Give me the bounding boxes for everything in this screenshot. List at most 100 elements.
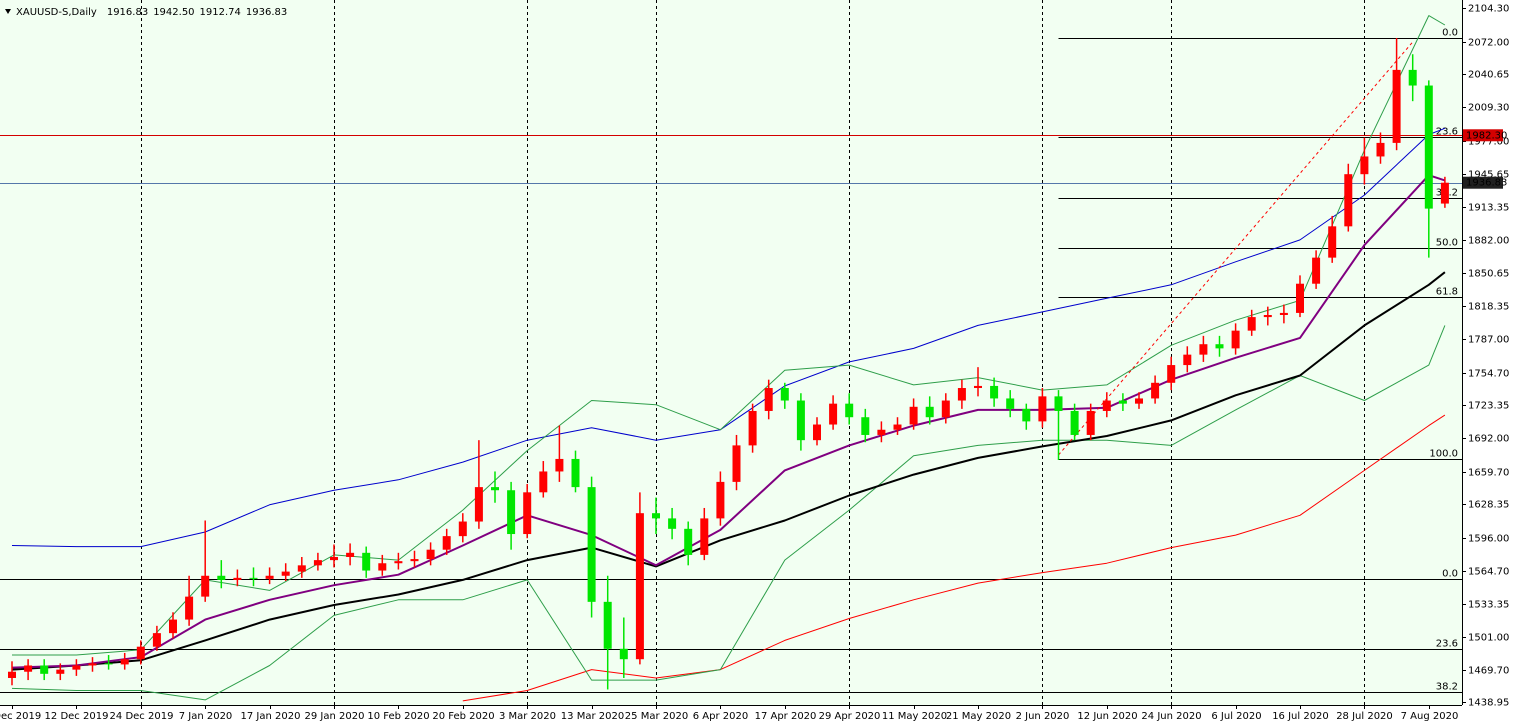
fib-level-label: 0.0 [1442,569,1458,580]
x-tick-label: 21 May 2020 [946,711,1011,722]
candle-body [1296,283,1304,313]
y-tick-label: 1945.65 [1468,170,1509,181]
indicator-line [11,271,1446,671]
candle-body [1328,226,1337,258]
y-tick-label: 1596.00 [1468,534,1509,545]
x-tick-label: 2 Jun 2020 [1016,711,1070,722]
x-tick-label: 12 Dec 2019 [45,711,109,722]
y-tick-label: 1850.65 [1468,269,1509,280]
candle-body [281,571,290,576]
x-tick-label: 20 Feb 2020 [432,711,494,722]
candle-body [1392,69,1401,143]
candle-body [507,490,516,535]
candle-body [587,487,596,602]
header-high: 1942.50 [153,7,194,18]
candle-body [1118,400,1127,404]
candle-body [603,601,612,649]
x-tick-label: 7 Jan 2020 [179,711,233,722]
candle-body [410,559,419,562]
y-tick-label: 1628.35 [1468,500,1509,511]
candle-body [1215,344,1224,349]
candle-body [72,665,81,670]
candle-body [1102,400,1111,411]
candle-body [619,648,628,660]
candle-body [442,536,451,550]
candle-body [684,528,693,555]
candle-body [1344,174,1353,227]
candle-body [249,577,258,579]
candle-body [1183,354,1192,366]
fib-level-label: 38.2 [1436,682,1458,693]
candle-body [426,549,435,560]
indicator-line [11,325,1446,701]
price-box-label: 1936.83 [1466,178,1507,189]
header-open: 1916.83 [107,7,148,18]
y-tick-label: 1818.35 [1468,302,1509,313]
candle-body [8,671,16,678]
candle-body [169,619,177,634]
candle-body [957,388,966,401]
candle-body [1360,156,1369,175]
candle-body [748,410,757,446]
fib-level-label: 0.0 [1442,28,1458,39]
candle-body [1312,257,1321,284]
candle-body [925,406,934,418]
candle-body [330,556,338,561]
candle-body [1263,315,1272,318]
y-tick-label: 1977.00 [1468,137,1509,148]
y-tick-label: 1723.35 [1468,401,1509,412]
x-tick-label: 12 Jun 2020 [1077,711,1137,722]
y-tick-label: 1469.70 [1468,666,1509,677]
y-tick-label: 2104.30 [1468,4,1509,15]
candle-body [1424,85,1433,209]
candle-body [941,400,950,418]
x-tick-label: 17 Apr 2020 [755,711,817,722]
candle-body [104,663,113,665]
indicator-line [12,15,1446,656]
candle-body [523,492,532,535]
x-tick-label: 28 Jul 2020 [1336,711,1393,722]
candle-body [1070,410,1079,435]
candle-body [845,403,854,418]
plot-area [0,0,1462,705]
y-tick-label: 1564.70 [1468,567,1509,578]
menu-triangle [5,9,11,14]
candle-body [813,424,821,441]
candle-body [829,403,838,425]
fib-level-label: 50.0 [1436,238,1458,249]
candle-body [88,663,97,666]
x-tick-label: 24 Dec 2019 [110,711,174,722]
candle-body [1376,142,1385,157]
candle-body [780,388,789,401]
candle-body [1135,398,1143,404]
candle-body [1167,365,1176,383]
candle-body [732,445,741,482]
candle-body [378,563,387,571]
x-tick-label: 6 Apr 2020 [693,711,748,722]
candle-body [56,669,65,674]
candle-body [297,565,306,572]
candle-body [555,458,564,472]
candle-body [571,458,580,488]
candle-body [120,659,129,665]
candle-body [974,385,982,389]
candle-body [764,388,773,411]
candle-body [1231,330,1240,349]
x-tick-label: 10 Feb 2020 [367,711,429,722]
price-box-label: 1982.30 [1466,130,1507,141]
price-box [1463,129,1503,142]
y-tick-label: 2009.30 [1468,103,1509,114]
candle-body [539,471,548,493]
x-tick-label: 29 Apr 2020 [819,711,881,722]
candle-body [877,429,886,435]
fib-level-label: 23.6 [1436,639,1458,650]
candle-body [152,633,161,647]
fib-level-label: 61.8 [1436,287,1458,298]
candle-body [652,513,660,519]
candle-body [474,487,483,522]
indicator-line [11,174,1446,669]
indicator-line [462,414,1446,702]
candle-body [265,575,274,579]
x-tick-label: 3 Mar 2020 [499,711,556,722]
